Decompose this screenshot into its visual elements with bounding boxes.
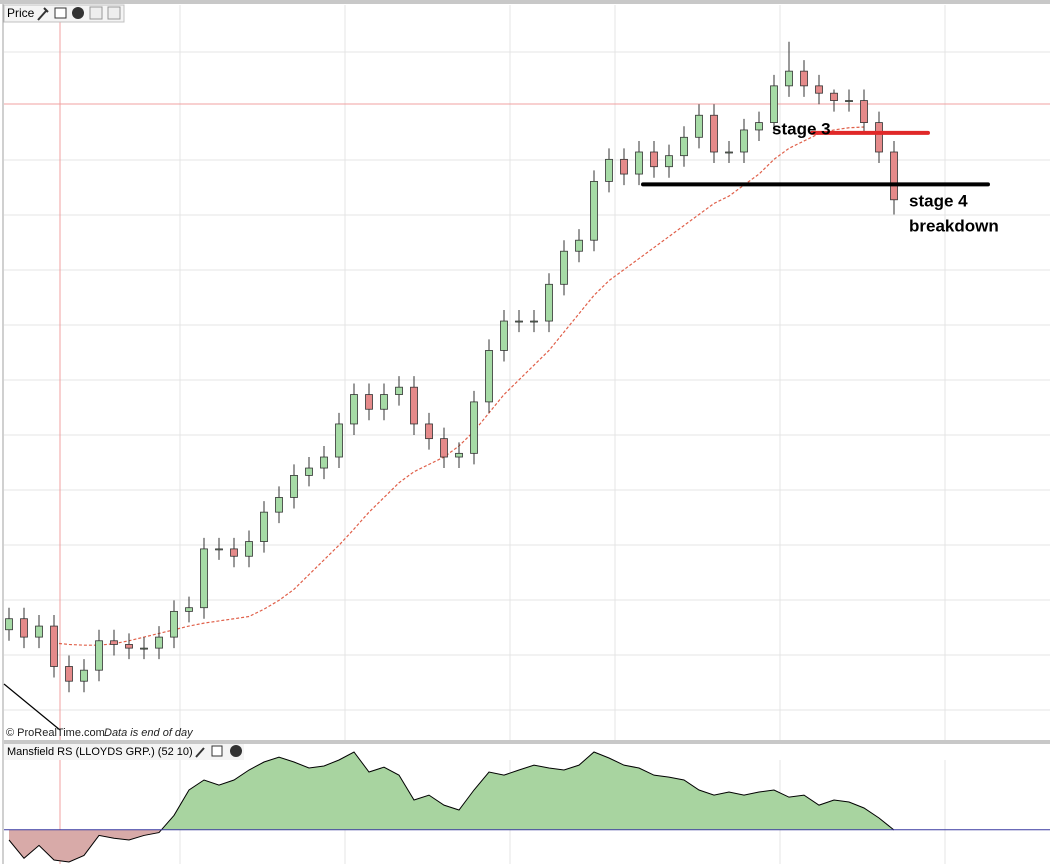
candle-body bbox=[575, 239, 583, 252]
candle-body bbox=[65, 666, 73, 682]
candle-body bbox=[860, 100, 868, 124]
candle-body bbox=[650, 151, 658, 168]
grid bbox=[4, 5, 1050, 864]
candle-body bbox=[410, 386, 418, 425]
window-icon[interactable] bbox=[54, 7, 67, 19]
candle-body bbox=[380, 394, 388, 410]
candle-body bbox=[740, 129, 748, 153]
candle-body bbox=[155, 636, 163, 649]
candle-body bbox=[530, 320, 538, 323]
candle-body bbox=[815, 85, 823, 94]
candle-body bbox=[170, 610, 178, 638]
rs-area-negative bbox=[9, 829, 894, 862]
source-label: © ProRealTime.com bbox=[6, 727, 105, 739]
candle-body bbox=[230, 548, 238, 557]
candle-body bbox=[425, 423, 433, 440]
candle-body bbox=[500, 320, 508, 351]
candle-body bbox=[5, 618, 13, 631]
panel-title: Price bbox=[7, 6, 35, 20]
top-border bbox=[0, 0, 1050, 4]
candle-body bbox=[275, 497, 283, 513]
candle-body bbox=[710, 114, 718, 153]
toolbar: Price bbox=[3, 4, 125, 23]
candle-body bbox=[470, 401, 478, 454]
indicator-window-icon[interactable] bbox=[211, 745, 223, 757]
move-up-icon[interactable] bbox=[107, 6, 121, 20]
candle-body bbox=[290, 474, 298, 498]
panel-separator bbox=[4, 740, 1050, 744]
annotation: stage 3 bbox=[772, 119, 831, 138]
candle-body bbox=[515, 320, 523, 323]
candle-body bbox=[620, 158, 628, 175]
candle-body bbox=[80, 669, 88, 682]
candle-body bbox=[320, 456, 328, 469]
settings-icon[interactable] bbox=[37, 7, 49, 21]
candle-body bbox=[440, 438, 448, 458]
candle-body bbox=[350, 394, 358, 425]
candle-body bbox=[725, 151, 733, 154]
candle-body bbox=[125, 644, 133, 649]
candle-body bbox=[185, 607, 193, 612]
candle-body bbox=[335, 423, 343, 458]
indicator-header bbox=[4, 744, 244, 760]
candle-body bbox=[485, 350, 493, 403]
annotation: breakdown bbox=[909, 216, 999, 235]
candle-body bbox=[665, 155, 673, 168]
candle-body bbox=[20, 618, 28, 638]
trend-line bbox=[3, 683, 61, 731]
candle-body bbox=[50, 625, 58, 667]
candle-body bbox=[215, 548, 223, 551]
candle-body bbox=[365, 394, 373, 410]
candle-body bbox=[830, 92, 838, 101]
indicator-close-icon[interactable] bbox=[230, 745, 242, 757]
candle-body bbox=[560, 250, 568, 285]
candle-body bbox=[755, 122, 763, 131]
candle-body bbox=[890, 151, 898, 201]
candle-body bbox=[305, 467, 313, 476]
indicator-title: Mansfield RS (LLOYDS GRP.) (52 10) bbox=[7, 746, 193, 758]
candle-body bbox=[95, 640, 103, 671]
annotation: stage 4 bbox=[909, 191, 968, 210]
candle-body bbox=[35, 625, 43, 638]
candle-body bbox=[875, 122, 883, 153]
candle-body bbox=[590, 180, 598, 241]
candle-body bbox=[260, 511, 268, 542]
rs-area-positive bbox=[9, 752, 894, 830]
rs-line bbox=[8, 751, 895, 863]
candle-body bbox=[605, 158, 613, 182]
candle-body bbox=[800, 70, 808, 87]
candle-body bbox=[695, 114, 703, 138]
candle-body bbox=[110, 640, 118, 645]
candle-body bbox=[680, 136, 688, 157]
move-down-icon[interactable] bbox=[89, 6, 103, 20]
candle-body bbox=[845, 100, 853, 102]
close-icon[interactable] bbox=[72, 7, 84, 19]
candle-body bbox=[635, 151, 643, 175]
indicator-settings-icon[interactable] bbox=[195, 747, 205, 758]
candle-body bbox=[770, 85, 778, 123]
candle-body bbox=[455, 452, 463, 458]
candle-body bbox=[395, 386, 403, 395]
candle-body bbox=[140, 647, 148, 650]
candle-body bbox=[785, 70, 793, 87]
candle-body bbox=[200, 548, 208, 609]
candle-body bbox=[245, 541, 253, 557]
note-label: Data is end of day bbox=[104, 727, 194, 739]
candle-body bbox=[545, 283, 553, 322]
